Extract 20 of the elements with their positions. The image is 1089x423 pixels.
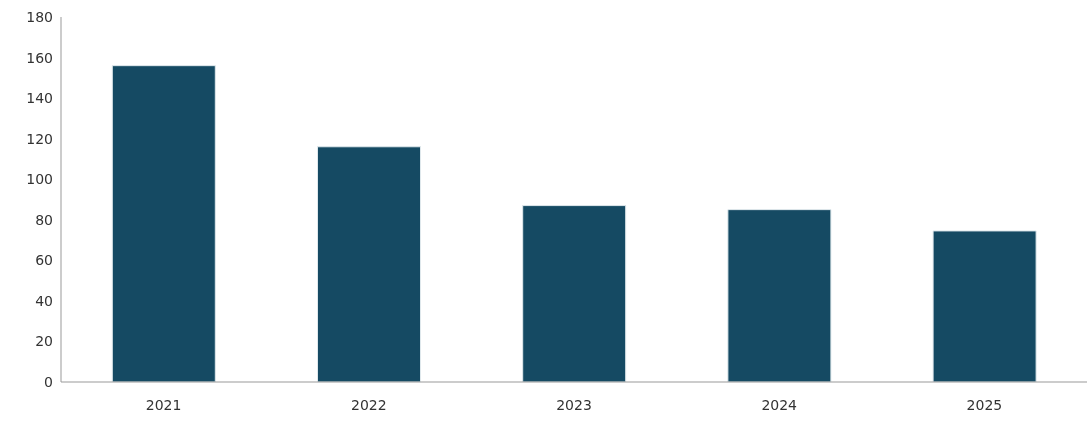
bar [727, 209, 832, 382]
y-tick-label: 180 [26, 8, 53, 25]
y-tick-label: 120 [26, 130, 53, 147]
y-tick-label: 140 [26, 90, 53, 107]
bar [932, 230, 1037, 382]
x-tick-label: 2021 [145, 396, 182, 413]
y-tick-label: 20 [35, 333, 53, 350]
y-tick-label: 40 [35, 292, 53, 309]
x-tick-label: 2023 [556, 396, 592, 413]
y-tick-label: 80 [35, 211, 53, 228]
x-tick-label: 2022 [350, 396, 387, 413]
bar [111, 65, 216, 382]
bar [317, 146, 421, 382]
x-tick-label: 2025 [966, 396, 1003, 413]
bar [522, 205, 627, 382]
x-tick-label: 2024 [761, 396, 798, 413]
y-tick-label: 100 [26, 171, 53, 188]
y-tick-label: 60 [35, 252, 53, 269]
y-tick-label: 0 [44, 373, 53, 390]
y-tick-label: 160 [26, 49, 53, 66]
